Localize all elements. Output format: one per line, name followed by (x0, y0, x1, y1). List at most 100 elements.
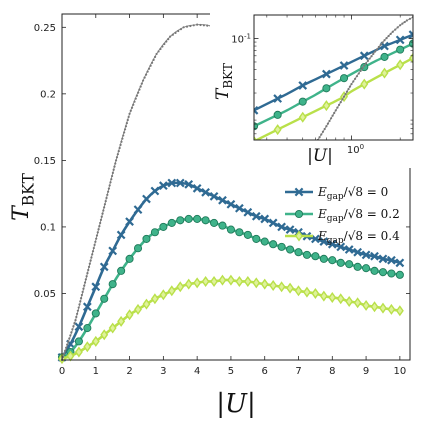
inset-data-point (273, 124, 282, 136)
inset-data-point (339, 61, 349, 70)
main-data-point (226, 225, 235, 234)
main-reference-point (125, 122, 128, 125)
main-reference-point (69, 334, 72, 337)
legend: Egap/√8 = 0 Egap/√8 = 0.2 Egap/√8 = 0.4 (285, 185, 400, 246)
main-data-point (201, 187, 210, 197)
legend-label: Egap/√8 = 0.4 (317, 229, 400, 246)
inset-reference-point (347, 88, 350, 91)
main-data-point (235, 203, 244, 213)
main-data-point (125, 309, 134, 321)
main-reference-point (144, 73, 148, 76)
main-data-point (336, 293, 345, 305)
main-reference-point (82, 287, 85, 290)
inset-data-point (254, 122, 259, 131)
main-reference-point (189, 24, 192, 28)
main-data-point (176, 281, 185, 293)
y-tick-label: 0.05 (34, 289, 56, 300)
main-data-point (336, 258, 345, 267)
inset-data-point (298, 111, 307, 123)
main-data-point (83, 341, 92, 353)
main-data-point (251, 211, 261, 221)
inset-data-point (322, 84, 331, 93)
main-reference-point (123, 128, 127, 131)
main-reference-point (89, 259, 92, 262)
inset-reference-point (387, 34, 390, 38)
main-data-point (150, 293, 159, 305)
main-reference-point (196, 23, 199, 26)
main-data-point (387, 269, 396, 278)
main-data-point (353, 247, 363, 257)
main-reference-point (165, 40, 168, 43)
inset-reference-point (359, 69, 362, 72)
main-data-point (108, 246, 118, 256)
x-tick-label: 2 (126, 366, 132, 377)
main-data-point (370, 301, 379, 313)
main-data-point (210, 275, 218, 287)
main-reference-point (79, 300, 82, 303)
inset-y-tick-label: 10-1 (231, 32, 251, 45)
x-tick-label: 4 (194, 366, 200, 377)
main-reference-point (99, 218, 103, 221)
inset-reference-point (370, 55, 373, 58)
inset-reference-point (337, 103, 341, 106)
main-data-point (362, 299, 371, 311)
inset-data-point (360, 78, 369, 90)
main-reference-point (199, 23, 202, 27)
main-data-point (184, 179, 194, 189)
main-reference-point (133, 100, 136, 103)
main-data-point (387, 303, 396, 315)
inset-reference-point (377, 45, 380, 49)
main-reference-point (129, 109, 132, 112)
main-data-point (142, 298, 151, 310)
main-data-point (150, 228, 159, 237)
main-data-point (83, 324, 92, 333)
inset-data-point (273, 110, 282, 119)
main-reference-point (80, 293, 83, 297)
main-reference-point (126, 118, 129, 122)
main-data-point (159, 289, 168, 301)
main-reference-point (150, 61, 154, 64)
main-data-point (142, 194, 151, 204)
inset-data-point (254, 105, 259, 115)
main-data-point (286, 282, 295, 294)
main-data-point (192, 183, 202, 193)
inset-plot: 100 10-1 |U| TBKT (210, 11, 419, 168)
main-data-point (74, 322, 84, 332)
x-tick-label: 1 (93, 366, 99, 377)
main-reference-point (76, 309, 79, 312)
main-reference-point (90, 256, 93, 259)
inset-background (210, 11, 419, 168)
inset-data-point (273, 94, 283, 103)
legend-swatch-marker (295, 230, 303, 242)
main-data-point (116, 230, 126, 240)
x-tick-label: 8 (329, 366, 335, 377)
legend-swatch-marker (294, 209, 304, 219)
inset-reference-point (401, 22, 404, 25)
main-reference-point (206, 24, 209, 27)
main-data-point (226, 274, 235, 286)
main-reference-point (147, 67, 151, 70)
main-reference-point (103, 206, 106, 209)
main-data-point (285, 225, 295, 234)
inset-reference-point (333, 111, 336, 115)
main-reference-point (107, 187, 111, 190)
main-data-point (286, 245, 295, 254)
main-reference-point (112, 168, 115, 171)
main-reference-point (70, 331, 73, 334)
main-reference-point (101, 212, 104, 215)
main-data-point (201, 275, 210, 287)
main-reference-point (65, 346, 68, 349)
main-reference-point (107, 190, 110, 193)
inset-data-point (339, 74, 349, 83)
main-data-point (379, 302, 387, 314)
main-reference-point (120, 140, 123, 143)
main-reference-point (108, 184, 111, 187)
main-data-point (319, 254, 328, 263)
main-reference-point (117, 149, 120, 153)
main-reference-point (64, 349, 67, 352)
main-reference-point (146, 70, 149, 73)
main-data-point (294, 248, 303, 257)
main-series-layer (57, 23, 405, 365)
main-reference-point (95, 237, 98, 240)
